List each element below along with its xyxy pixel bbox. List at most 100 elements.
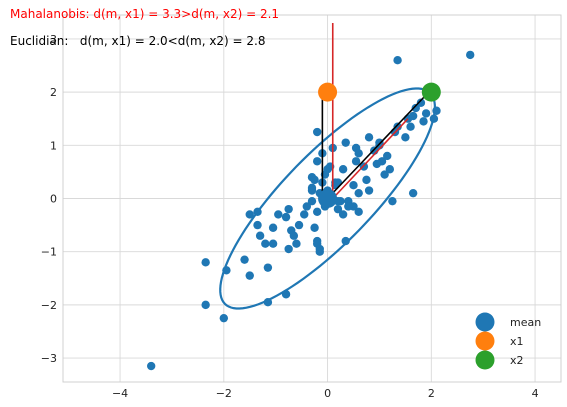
tick-labels: −4 −2 0 2 4 −3 −2 −1 0 1 2 3	[41, 33, 539, 400]
data-point	[377, 157, 387, 166]
data-point	[289, 231, 299, 240]
legend-marker-mean	[475, 312, 495, 332]
data-point	[408, 111, 418, 121]
marker-mean	[318, 189, 338, 208]
data-point	[201, 258, 210, 267]
markers-layer	[318, 82, 441, 208]
data-point	[416, 98, 426, 107]
grid	[62, 14, 562, 383]
y-tick-label: 2	[50, 86, 57, 99]
data-point	[245, 210, 254, 219]
data-point	[219, 313, 229, 323]
x-tick-label: −2	[216, 387, 232, 400]
x-tick-label: −4	[112, 387, 128, 400]
data-point	[393, 122, 402, 131]
data-point	[388, 196, 397, 206]
legend-marker-x2	[475, 350, 495, 370]
legend-label-mean: mean	[510, 316, 541, 329]
data-point	[274, 210, 283, 219]
data-point	[375, 138, 384, 147]
data-point	[302, 202, 312, 211]
data-point	[245, 271, 254, 280]
legend: mean x1 x2	[475, 312, 541, 370]
data-point	[146, 361, 156, 371]
data-point	[253, 220, 262, 230]
y-tick-label: −1	[41, 246, 57, 259]
data-point	[411, 103, 420, 113]
ellipse-layer	[219, 87, 436, 310]
data-point	[281, 290, 291, 299]
data-point	[263, 263, 273, 272]
data-point	[466, 50, 475, 60]
data-point	[341, 138, 350, 147]
data-point	[419, 117, 428, 126]
data-point	[406, 122, 415, 131]
marker-x1	[318, 82, 338, 102]
data-point	[201, 300, 210, 310]
data-point	[300, 210, 309, 219]
data-point	[294, 220, 304, 230]
data-point	[268, 239, 278, 248]
data-point	[344, 202, 353, 211]
data-point	[429, 114, 439, 123]
data-point	[310, 175, 319, 185]
mahalanobis-title: Mahalanobis: d(m, x1) = 3.3>d(m, x2) = 2…	[10, 7, 280, 21]
y-tick-label: 1	[50, 139, 57, 152]
covariance-ellipse	[219, 87, 436, 310]
data-point	[312, 157, 322, 166]
mahalanobis-distance-line	[332, 118, 409, 200]
data-point	[421, 109, 431, 118]
data-point	[222, 266, 231, 275]
data-point	[385, 165, 395, 174]
plot-frame	[62, 14, 562, 383]
data-point	[351, 157, 361, 166]
legend-label-x2: x2	[510, 354, 524, 367]
y-tick-label: −3	[41, 352, 57, 365]
data-point	[307, 196, 317, 206]
data-point	[341, 236, 350, 246]
x-tick-label: 0	[324, 387, 331, 400]
data-point	[393, 56, 402, 65]
data-point	[281, 212, 291, 222]
marker-x2	[421, 82, 441, 102]
x-tick-label: 4	[532, 387, 539, 400]
data-point	[263, 298, 273, 307]
legend-marker-x1	[475, 331, 495, 351]
data-point	[312, 207, 322, 216]
lines-layer	[321, 22, 430, 200]
euclidean-title: Euclidian: d(m, x1) = 2.0<d(m, x2) = 2.8	[10, 34, 266, 48]
data-point	[338, 210, 348, 219]
data-point	[354, 149, 363, 158]
data-point	[240, 255, 249, 264]
x-tick-label: 2	[428, 387, 435, 400]
data-point	[307, 186, 317, 195]
data-point	[268, 223, 278, 232]
data-point	[380, 170, 389, 179]
data-point	[432, 106, 441, 115]
data-point	[349, 181, 358, 190]
y-tick-label: 3	[50, 33, 57, 46]
data-point	[338, 165, 348, 174]
data-point	[312, 239, 322, 248]
data-point	[354, 188, 363, 198]
data-point	[284, 244, 293, 254]
data-point	[354, 207, 363, 216]
data-point	[284, 204, 293, 214]
data-point	[383, 151, 392, 161]
euclidean-distance-line	[326, 91, 430, 200]
data-point	[364, 133, 374, 142]
data-point	[312, 127, 322, 137]
data-point	[310, 223, 319, 232]
data-point	[255, 231, 265, 240]
y-tick-label: 0	[50, 193, 57, 206]
data-point	[362, 175, 371, 185]
data-point	[253, 207, 262, 216]
legend-label-x1: x1	[510, 335, 524, 348]
data-point	[261, 239, 270, 248]
data-point	[315, 247, 324, 256]
data-point	[408, 188, 418, 198]
data-point	[292, 239, 301, 248]
y-tick-label: −2	[41, 299, 57, 312]
data-point	[401, 133, 410, 142]
